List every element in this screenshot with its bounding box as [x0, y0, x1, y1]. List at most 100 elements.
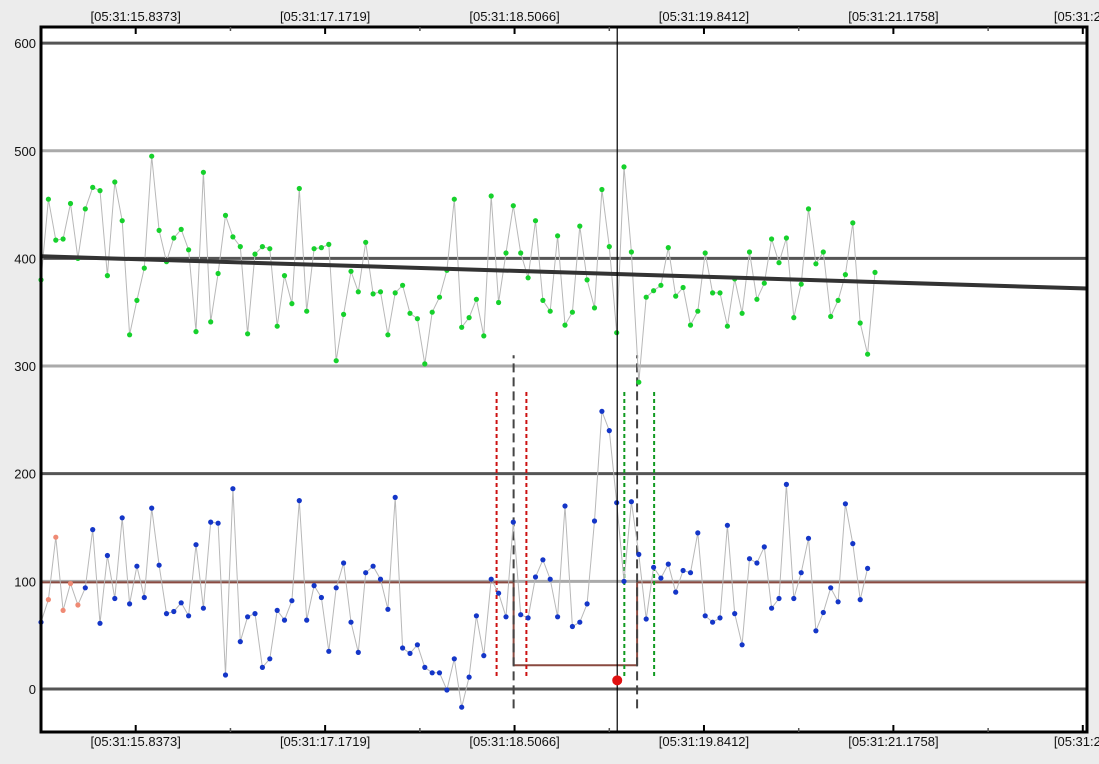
series-1-point [451, 656, 457, 662]
series-0-point [451, 196, 457, 202]
series-1-point [422, 664, 428, 671]
series-0-point [400, 282, 406, 288]
y-tick-label-600: 600 [14, 36, 36, 51]
trend-line [40, 254, 1088, 291]
series-0-point [377, 289, 384, 295]
series-0-point [488, 193, 494, 199]
series-1-point [429, 670, 435, 676]
series-0-point [798, 281, 804, 287]
series-1-point [591, 518, 598, 524]
series-1-point [459, 704, 465, 710]
series-0-point [296, 185, 302, 192]
series-1-point [732, 611, 738, 617]
series-1-point [230, 486, 236, 492]
series-1-point [45, 597, 52, 603]
series-0-point [754, 296, 760, 302]
series-1-point [104, 552, 110, 559]
x-tick-label-bottom-4: [05:31:21.1758] [848, 734, 938, 749]
series-1-point [540, 557, 546, 563]
series-1-point [599, 408, 605, 414]
series-1-point [186, 613, 192, 619]
series-0-point [267, 246, 273, 252]
series-1-point [584, 601, 590, 607]
series-1-point [141, 594, 147, 601]
series-1-point [835, 599, 841, 605]
series-0-point [171, 235, 177, 241]
series-0-point [724, 323, 731, 329]
series-0-point [547, 308, 553, 314]
x-tick-label-top-4: [05:31:21.1758] [848, 9, 938, 24]
series-0-point [60, 236, 66, 242]
series-1-point [90, 527, 96, 533]
series-0-point [665, 245, 671, 251]
series-0-point [503, 250, 509, 256]
y-tick-label-500: 500 [14, 144, 36, 159]
series-1-point [127, 601, 133, 607]
series-0-point [141, 265, 147, 271]
series-1-point [407, 650, 413, 657]
series-layer [38, 153, 878, 710]
series-0-point [746, 249, 753, 255]
series-1-point [97, 620, 103, 626]
y-tick-label-200: 200 [14, 467, 36, 482]
series-0-point [710, 290, 716, 296]
series-0-point [591, 305, 598, 311]
series-1-point [414, 642, 420, 648]
series-0-point [436, 294, 443, 300]
series-1-point [82, 585, 88, 591]
plot-frame [39, 25, 1089, 734]
series-1-point [53, 534, 59, 540]
series-0-point [186, 247, 192, 253]
series-1-point [281, 617, 288, 623]
series-0-point [370, 291, 376, 297]
series-1-point [119, 515, 125, 521]
series-1-point [658, 575, 664, 581]
plot-area [41, 27, 1087, 732]
series-0-point [805, 206, 812, 212]
series-0-point [850, 220, 856, 226]
series-1-point [215, 520, 221, 526]
series-1-point [348, 619, 354, 625]
x-tick-label-bottom-0: [05:31:15.8373] [91, 734, 181, 749]
event-point [612, 675, 623, 686]
series-0-point [355, 289, 361, 295]
series-0-point [200, 169, 206, 175]
series-0-point [510, 203, 516, 209]
series-1-point [643, 616, 649, 622]
series-1-point [532, 574, 539, 580]
series-0-point [429, 309, 435, 315]
series-0-point [407, 310, 413, 316]
series-0-point [422, 361, 428, 367]
series-0-point [341, 311, 347, 317]
series-0-point [414, 316, 420, 322]
series-0-point [385, 332, 391, 338]
series-1-point [828, 585, 834, 591]
series-0-point [813, 261, 819, 267]
series-0-point [230, 234, 236, 240]
series-0-point [717, 290, 723, 296]
series-1-point [746, 556, 753, 562]
series-0-point [872, 269, 878, 275]
series-0-point [119, 218, 125, 224]
series-1-point [392, 494, 398, 500]
series-1-point [665, 561, 671, 567]
series-0-point [363, 239, 369, 245]
series-0-point [259, 244, 265, 250]
series-1-point [436, 670, 443, 676]
series-0-point [739, 310, 745, 316]
series-0-point [532, 218, 539, 224]
series-0-point [178, 226, 184, 232]
series-0-point [599, 186, 605, 193]
series-1-point [776, 595, 782, 602]
series-1-point [865, 565, 871, 572]
series-1-point [754, 560, 760, 566]
series-1-point [798, 570, 804, 576]
series-1-point [717, 615, 723, 621]
series-1-point [75, 602, 81, 608]
series-0-point [127, 332, 133, 338]
grid-layer [41, 41, 1087, 691]
series-1-point [813, 628, 819, 634]
series-1-point [134, 563, 140, 569]
series-0-point [318, 245, 324, 251]
series-0-point [274, 323, 280, 329]
